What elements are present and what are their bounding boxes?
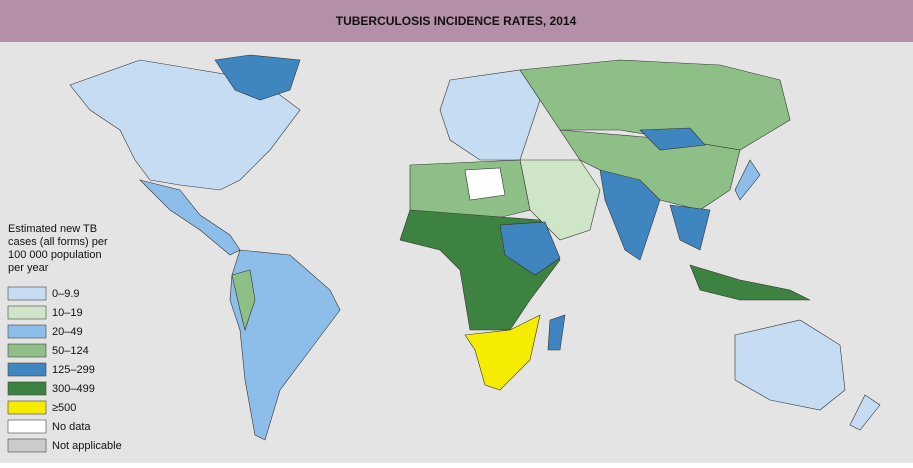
legend-swatch xyxy=(7,343,47,358)
indonesia xyxy=(689,264,811,301)
libya xyxy=(464,167,506,201)
world-map xyxy=(69,54,881,441)
legend-label: 20–49 xyxy=(52,326,83,338)
madagascar xyxy=(547,314,566,351)
legend-label: 300–499 xyxy=(52,383,95,395)
legend-label: 10–19 xyxy=(52,307,83,319)
legend-title: Estimated new TB xyxy=(8,223,97,235)
map-title: TUBERCULOSIS INCIDENCE RATES, 2014 xyxy=(336,14,577,28)
japan xyxy=(734,159,761,201)
new-zealand xyxy=(849,394,881,431)
legend-swatch xyxy=(7,324,47,339)
legend-swatch xyxy=(7,286,47,301)
southern-africa xyxy=(464,314,541,391)
east-africa xyxy=(499,221,561,276)
title-bar xyxy=(0,0,913,42)
legend-swatch xyxy=(7,381,47,396)
south-america xyxy=(229,249,341,441)
legend-label: No data xyxy=(52,421,91,433)
legend-swatch xyxy=(7,419,47,434)
greenland xyxy=(214,54,301,101)
legend-title: cases (all forms) per xyxy=(8,236,108,248)
legend-swatch xyxy=(7,438,47,453)
legend-swatch xyxy=(7,362,47,377)
legend-swatch xyxy=(7,400,47,415)
legend-label: 0–9.9 xyxy=(52,288,80,300)
southeast-asia xyxy=(669,204,711,251)
legend-title: 100 000 population xyxy=(8,249,102,261)
legend-label: Not applicable xyxy=(52,440,122,452)
andes xyxy=(231,269,256,332)
mongolia xyxy=(639,127,706,151)
legend-label: 125–299 xyxy=(52,364,95,376)
legend-title: per year xyxy=(8,262,49,274)
south-asia xyxy=(599,169,661,261)
legend-swatch xyxy=(7,305,47,320)
legend-label: ≥500 xyxy=(52,402,76,414)
australia xyxy=(734,319,846,411)
legend-label: 50–124 xyxy=(52,345,89,357)
